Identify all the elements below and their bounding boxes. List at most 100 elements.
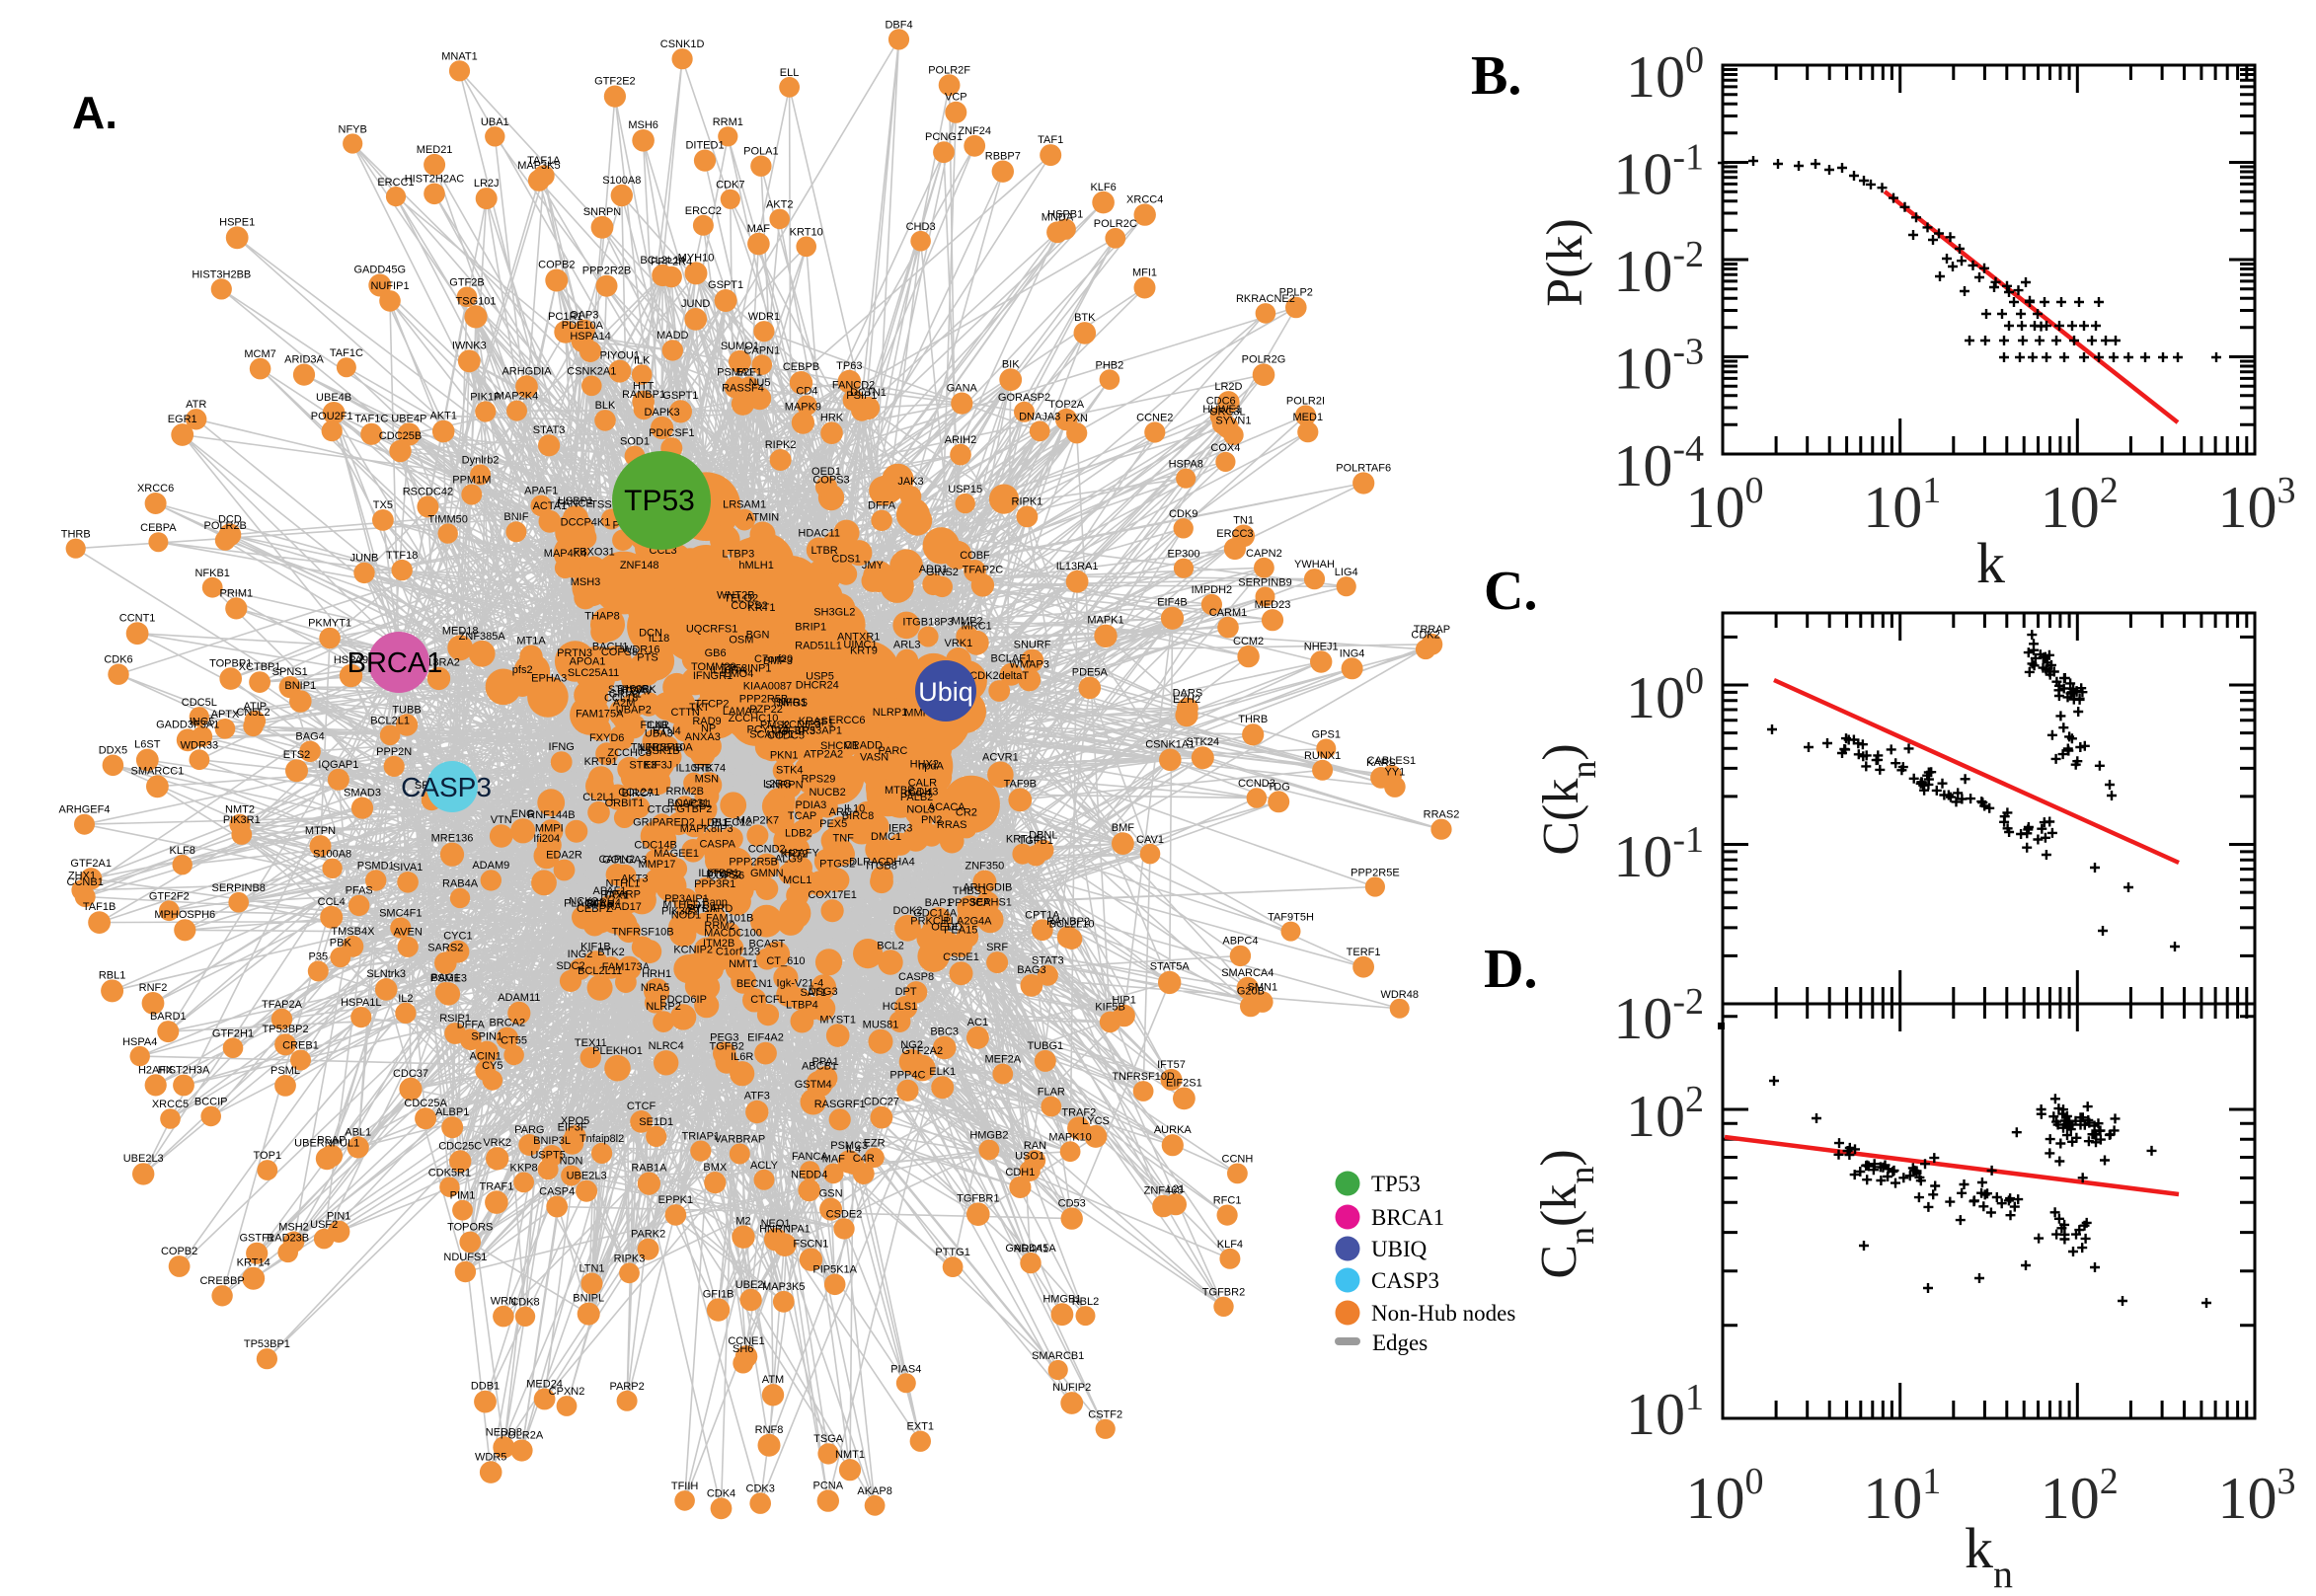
svg-text:PSMA1: PSMA1 (717, 366, 753, 378)
svg-text:GRIPARED2: GRIPARED2 (633, 817, 695, 829)
svg-text:ARIH2: ARIH2 (945, 434, 976, 446)
svg-text:RUNX1: RUNX1 (1304, 750, 1341, 762)
svg-text:RAB4A: RAB4A (442, 878, 479, 890)
svg-text:C7orf20: C7orf20 (754, 653, 793, 665)
svg-text:ING4: ING4 (1340, 647, 1365, 659)
svg-text:CTTN: CTTN (671, 707, 700, 719)
svg-text:COL2A1: COL2A1 (618, 787, 659, 798)
svg-text:CDK5R1: CDK5R1 (428, 1167, 471, 1178)
svg-text:NG2: NG2 (900, 1039, 923, 1051)
svg-text:NRA5: NRA5 (641, 982, 669, 994)
svg-text:ATRIP: ATRIP (689, 903, 721, 915)
svg-text:PIK3R1: PIK3R1 (223, 814, 261, 826)
svg-text:RAD51L1: RAD51L1 (795, 641, 842, 652)
svg-text:PLEKHO1: PLEKHO1 (592, 1045, 643, 1057)
svg-text:P35: P35 (309, 950, 329, 962)
svg-text:PSAP: PSAP (317, 1135, 346, 1147)
svg-text:XRCC4: XRCC4 (1126, 194, 1163, 206)
svg-text:CDK6: CDK6 (104, 654, 132, 666)
svg-text:ADAM9: ADAM9 (472, 860, 509, 872)
svg-text:ACLY: ACLY (750, 1160, 779, 1172)
svg-text:APAF1: APAF1 (592, 885, 626, 897)
svg-text:L2RG: L2RG (763, 779, 792, 791)
svg-text:BCL2L1: BCL2L1 (370, 716, 410, 727)
svg-text:CYC1: CYC1 (443, 931, 472, 943)
svg-text:POLR2A: POLR2A (501, 1429, 544, 1441)
svg-text:PMS2: PMS2 (760, 720, 790, 731)
svg-text:TP53: TP53 (624, 485, 695, 517)
svg-text:ELL: ELL (780, 67, 800, 79)
svg-text:NUCB2: NUCB2 (809, 787, 845, 798)
svg-text:CY5: CY5 (482, 1060, 502, 1072)
svg-text:NFYB: NFYB (339, 124, 367, 136)
svg-text:CCL18: CCL18 (604, 692, 638, 704)
svg-text:E2F1: E2F1 (736, 366, 762, 378)
svg-text:PC1R1: PC1R1 (548, 311, 582, 323)
svg-text:XRCC5: XRCC5 (152, 1099, 189, 1110)
svg-text:BIK: BIK (1002, 358, 1020, 370)
svg-text:NTHL1: NTHL1 (605, 877, 640, 889)
svg-text:SH3GL2: SH3GL2 (813, 606, 855, 618)
svg-text:NOL3: NOL3 (906, 803, 935, 815)
svg-text:TEX11: TEX11 (575, 1037, 607, 1049)
svg-text:PIP5K1A: PIP5K1A (812, 1263, 857, 1275)
svg-text:OED1: OED1 (811, 466, 841, 478)
svg-text:CAPN1: CAPN1 (743, 344, 780, 356)
svg-text:PEX5: PEX5 (819, 818, 847, 830)
svg-text:WDR5: WDR5 (475, 1451, 506, 1463)
svg-text:RAD17: RAD17 (606, 901, 641, 913)
svg-text:RNF8: RNF8 (755, 1424, 784, 1436)
svg-text:PCYT1A: PCYT1A (747, 724, 790, 736)
svg-text:RTN4: RTN4 (653, 725, 681, 737)
svg-text:CDH3: CDH3 (908, 787, 938, 798)
svg-text:EGR1: EGR1 (168, 414, 197, 425)
svg-text:DDB1: DDB1 (471, 1381, 500, 1393)
svg-text:KRT91: KRT91 (584, 756, 618, 768)
svg-text:CASP3: CASP3 (1371, 1268, 1439, 1293)
svg-text:MUS81: MUS81 (863, 1020, 899, 1031)
svg-text:MT1A: MT1A (516, 636, 546, 647)
svg-text:DMC1: DMC1 (871, 831, 901, 843)
svg-text:KIF5B: KIF5B (1095, 1002, 1125, 1014)
svg-text:AKAP8: AKAP8 (857, 1485, 891, 1497)
svg-text:MSN: MSN (695, 774, 720, 786)
svg-text:HDAC11: HDAC11 (798, 527, 840, 539)
svg-text:P(k): P(k) (1537, 218, 1593, 307)
svg-text:DOK2: DOK2 (893, 905, 923, 917)
svg-text:XPO5: XPO5 (561, 1115, 589, 1127)
svg-text:IFNG: IFNG (549, 741, 575, 753)
svg-text:CARM1: CARM1 (1209, 607, 1248, 619)
svg-text:UBA1: UBA1 (481, 116, 509, 128)
svg-text:WMAP3: WMAP3 (1010, 658, 1049, 670)
svg-text:IL10: IL10 (844, 802, 865, 814)
svg-text:Ubiq: Ubiq (918, 677, 973, 707)
svg-text:THAP8: THAP8 (584, 611, 619, 623)
svg-text:BCCIP: BCCIP (194, 1097, 228, 1108)
svg-text:USPT5: USPT5 (530, 1149, 565, 1161)
svg-text:100: 100 (1626, 660, 1704, 730)
svg-text:TFIIH: TFIIH (671, 1481, 699, 1492)
svg-text:KRT9: KRT9 (850, 645, 878, 656)
svg-text:SYVN1: SYVN1 (1215, 415, 1251, 426)
svg-text:COPS3: COPS3 (812, 475, 849, 487)
svg-text:SE1D1: SE1D1 (639, 1116, 673, 1128)
svg-text:POLR2B: POLR2B (203, 520, 246, 532)
svg-text:CDK2deltaT: CDK2deltaT (969, 670, 1029, 682)
svg-text:SARS2: SARS2 (427, 942, 463, 953)
svg-text:A.: A. (72, 87, 117, 138)
svg-text:HIST3H2BB: HIST3H2BB (192, 268, 251, 280)
svg-text:RBL2: RBL2 (1072, 1296, 1100, 1308)
svg-text:PDE10A: PDE10A (562, 320, 604, 332)
svg-text:FAM173A: FAM173A (602, 961, 651, 973)
svg-text:PXN: PXN (1065, 413, 1088, 424)
svg-text:GMNN: GMNN (750, 868, 784, 879)
svg-text:GSPT1: GSPT1 (708, 279, 743, 291)
svg-text:npdA: npdA (918, 761, 944, 773)
svg-text:MTPN: MTPN (305, 825, 336, 837)
svg-text:MAP2K4: MAP2K4 (496, 391, 538, 403)
svg-text:COBF: COBF (960, 550, 990, 562)
svg-text:BNIP1: BNIP1 (284, 680, 316, 692)
svg-text:DCN: DCN (639, 628, 662, 640)
svg-text:PARK2: PARK2 (631, 1229, 665, 1241)
svg-text:BCL2L11: BCL2L11 (578, 965, 622, 977)
